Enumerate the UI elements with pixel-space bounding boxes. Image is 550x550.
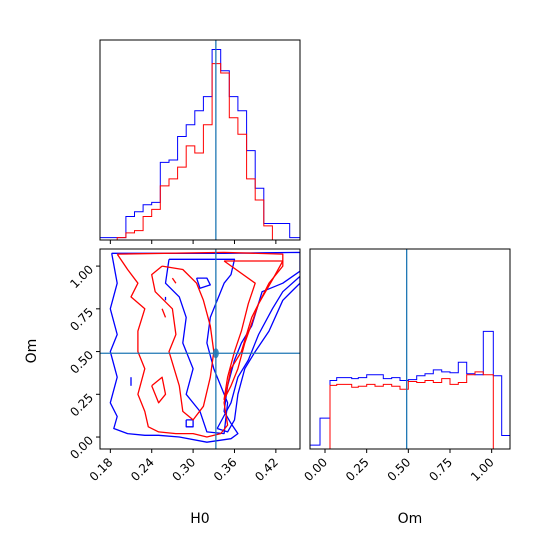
red-contour-8	[223, 260, 284, 401]
red-contour-11	[171, 277, 177, 284]
om-histogram-blue-series	[309, 330, 511, 449]
blue-contour-1	[216, 275, 300, 433]
om-histogram-red-series	[310, 371, 510, 450]
histogram-h0-panel	[99, 39, 301, 244]
h0-histogram-red-series	[100, 63, 300, 241]
histogram-h0-frame	[99, 39, 301, 241]
blue-contour-4	[185, 419, 194, 428]
om-x-axis-label: Om	[398, 511, 423, 527]
h0-histogram-blue-series	[99, 49, 301, 240]
red-contour-7	[116, 251, 284, 438]
blue-contour-0	[109, 251, 300, 443]
h0-x-axis-label: H0	[190, 511, 209, 527]
joint-contour-frame	[99, 248, 301, 450]
om-y-axis-label: Om	[24, 339, 40, 364]
joint-truth-marker	[212, 348, 219, 359]
red-contour-12	[161, 308, 167, 318]
histogram-om-frame	[309, 248, 511, 450]
blue-contour-3	[195, 277, 211, 289]
red-contour-9	[151, 265, 215, 421]
red-contour-10	[151, 376, 167, 404]
